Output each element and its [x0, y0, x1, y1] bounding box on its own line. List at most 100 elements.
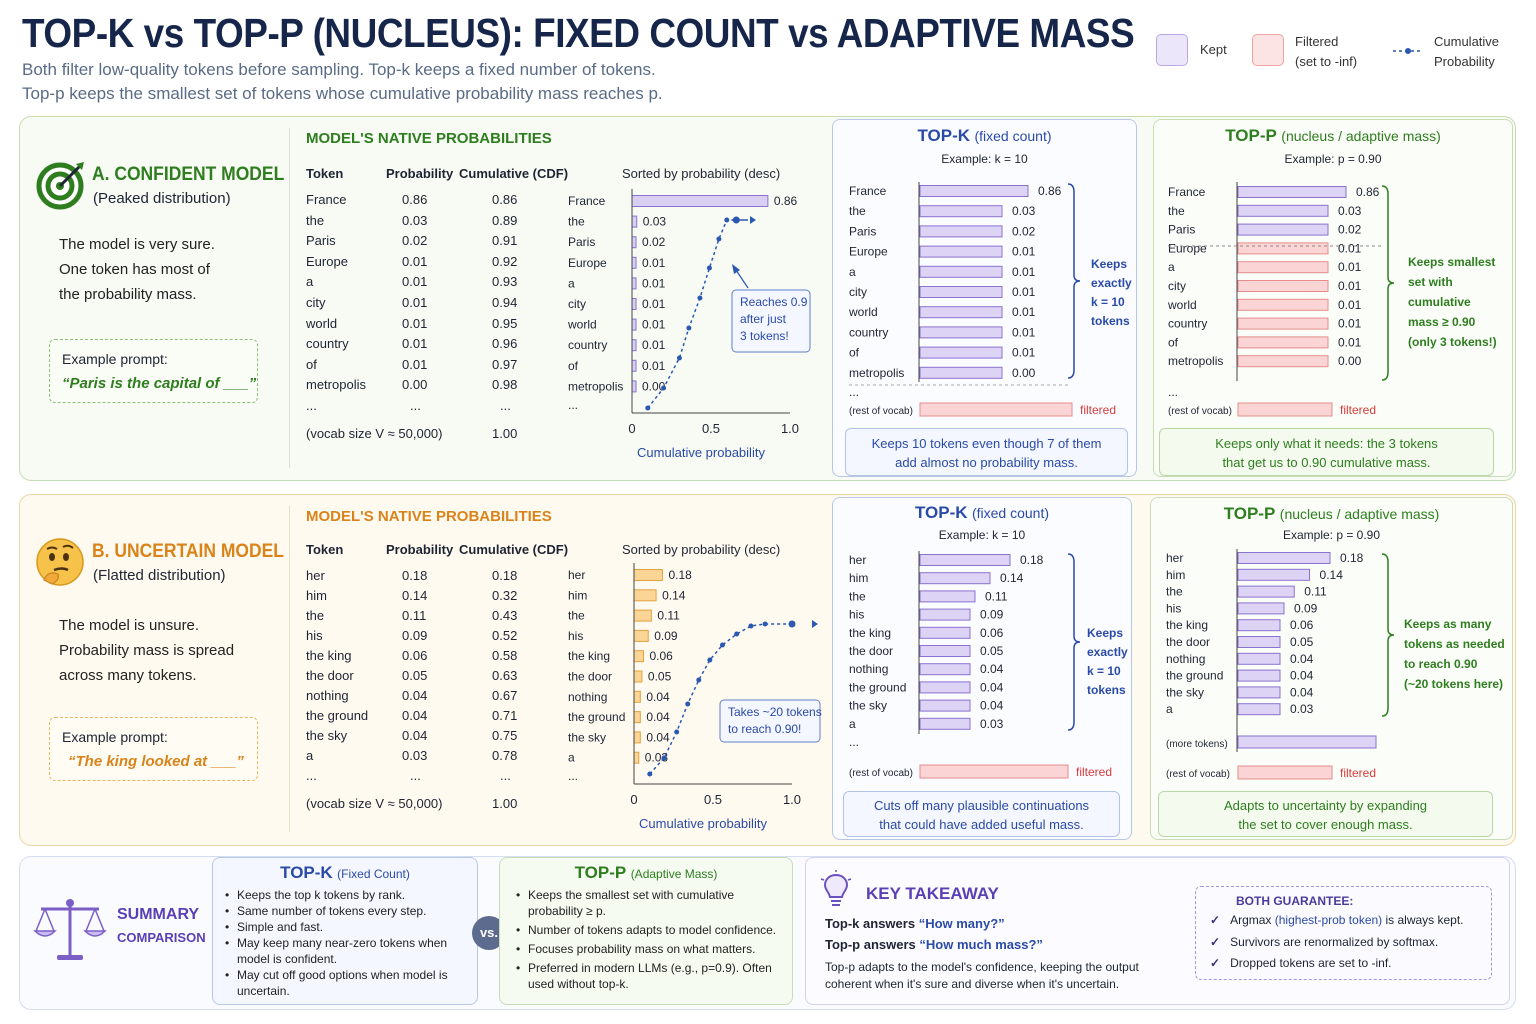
cdf-point	[661, 385, 667, 391]
table-probability: 0.04	[402, 728, 428, 743]
bar-token-label: the king	[1166, 618, 1208, 632]
sorted-token-label: his	[568, 629, 583, 643]
topp-card-b	[1150, 497, 1513, 840]
x-axis-label: Cumulative probability	[639, 816, 767, 831]
rest-of-vocab-label: (rest of vocab)	[1166, 769, 1230, 780]
kept-bar	[919, 626, 971, 639]
table-token: Europe	[306, 253, 348, 269]
cdf-point	[645, 405, 651, 411]
cdf-point	[674, 729, 680, 735]
filtered-bar	[1237, 336, 1329, 349]
bar-token-label: country	[849, 325, 888, 339]
bar-value-label: 0.86	[1038, 184, 1062, 198]
bar-token-label: the ground	[849, 680, 906, 694]
takeaway-line-2: Top-p answers “How much mass?”	[825, 937, 1043, 952]
vocab-size-note: (vocab size V ≈ 50,000)	[306, 426, 443, 441]
table-token: the sky	[306, 728, 348, 743]
bar-value-label: 0.06	[980, 626, 1004, 640]
sorted-token-label: her	[568, 568, 585, 582]
topp-note-a: Keeps only what it needs: the 3 tokens th…	[1159, 428, 1494, 476]
table-cdf: 0.71	[492, 708, 518, 723]
table-token: the king	[306, 648, 352, 663]
uncertain-example-prompt: Example prompt: “The king looked at ___”	[49, 717, 258, 781]
bar-token-label: France	[1168, 185, 1206, 199]
table-ellipsis: ...	[410, 768, 421, 783]
table-cdf: 0.58	[492, 648, 518, 663]
sorted-bar	[633, 690, 641, 703]
table-cdf: 0.75	[492, 728, 518, 743]
sorted-bar-label: 0.01	[642, 297, 666, 311]
cdf-callout-text: Takes ~20 tokens	[728, 705, 822, 719]
x-tick-label: 1.0	[781, 421, 799, 436]
x-tick-label: 0.5	[704, 792, 722, 807]
brace-label: cumulative	[1408, 295, 1471, 309]
bar-value-label: 0.04	[1290, 652, 1314, 666]
balance-scale-icon	[33, 899, 107, 960]
sorted-token-label: a	[568, 276, 575, 290]
col-header-token: Token	[306, 542, 344, 557]
kept-bar	[1237, 652, 1281, 665]
summary-point: May keep many near-zero tokens when mode…	[225, 935, 469, 967]
filtered-bar	[1237, 765, 1333, 780]
table-token: a	[306, 274, 314, 290]
native-probs-heading-a: MODEL'S NATIVE PROBABILITIES	[306, 130, 552, 147]
topk-note-a: Keeps 10 tokens even though 7 of them add…	[845, 428, 1128, 476]
cdf-callout-box	[719, 699, 821, 743]
filtered-label: filtered	[1080, 403, 1116, 417]
bar-value-label: 0.02	[1338, 223, 1362, 237]
sorted-bar	[631, 215, 638, 228]
cdf-point	[676, 355, 682, 361]
sorted-bar	[631, 256, 637, 269]
kept-bar	[1237, 204, 1329, 217]
table-probability: 0.05	[402, 668, 428, 683]
sorted-bar	[633, 711, 641, 724]
sorted-prob-chart-b: her 0.18 him 0.14 the 0.11 his 0.09 the king 0.06…	[568, 563, 822, 831]
legend-filtered-swatch	[1252, 34, 1284, 66]
bar-token-label: city	[1168, 279, 1186, 293]
kept-bar	[1237, 703, 1281, 716]
table-cdf: 0.96	[492, 336, 518, 352]
bar-token-label: a	[849, 265, 856, 279]
table-probability: 0.11	[402, 608, 427, 623]
ellipsis: ...	[849, 735, 859, 749]
cdf-point	[707, 657, 713, 663]
check-icon: ✓	[1210, 956, 1221, 970]
kept-bar	[919, 326, 1003, 339]
uncertain-subheading: (Flatted distribution)	[93, 567, 226, 584]
table-probability: 0.04	[402, 688, 428, 703]
bar-value-label: 0.01	[1338, 298, 1362, 312]
legend-cdf-line-icon	[1393, 48, 1423, 54]
topp-bars-a: France 0.86 the 0.03 Paris 0.02 Europe 0.01 a 0.0…	[1167, 182, 1497, 417]
bar-token-label: metropolis	[849, 366, 904, 380]
sorted-bar	[633, 670, 643, 683]
topk-example-a: Example: k = 10	[941, 152, 1028, 166]
bar-token-label: a	[1166, 702, 1173, 716]
x-axis-label: Cumulative probability	[637, 445, 765, 460]
brace-label: (only 3 tokens!)	[1408, 335, 1497, 349]
target-icon	[36, 162, 84, 210]
summary-point: May cut off good options when model is u…	[225, 967, 469, 999]
kept-bar	[1237, 602, 1285, 615]
bar-value-label: 0.01	[1338, 279, 1362, 293]
table-cdf: 0.18	[492, 568, 518, 583]
filtered-bar	[1237, 280, 1329, 292]
topp-brace	[1381, 185, 1395, 381]
native-probs-heading-b: MODEL'S NATIVE PROBABILITIES	[306, 508, 552, 525]
bar-value-label: 0.03	[1012, 204, 1036, 218]
cdf-point	[762, 621, 768, 627]
bar-value-label: 0.04	[980, 699, 1004, 713]
table-probability: 0.86	[402, 192, 428, 207]
confident-description: The model is very sure. One token has mos…	[59, 236, 215, 303]
bar-token-label: of	[849, 346, 860, 360]
sorted-bar-label: 0.11	[657, 609, 680, 623]
cdf-arrowhead	[750, 216, 756, 224]
bar-value-label: 0.03	[1290, 702, 1314, 716]
bar-value-label: 0.00	[1012, 366, 1036, 380]
summary-point: Simple and fast.	[225, 919, 469, 935]
table-token: a	[306, 748, 314, 763]
bar-token-label: the ground	[1166, 669, 1223, 683]
brace-label: tokens	[1087, 683, 1126, 697]
ellipsis: ...	[849, 385, 859, 399]
table-ellipsis: ...	[306, 398, 317, 413]
topk-brace	[1067, 183, 1081, 379]
